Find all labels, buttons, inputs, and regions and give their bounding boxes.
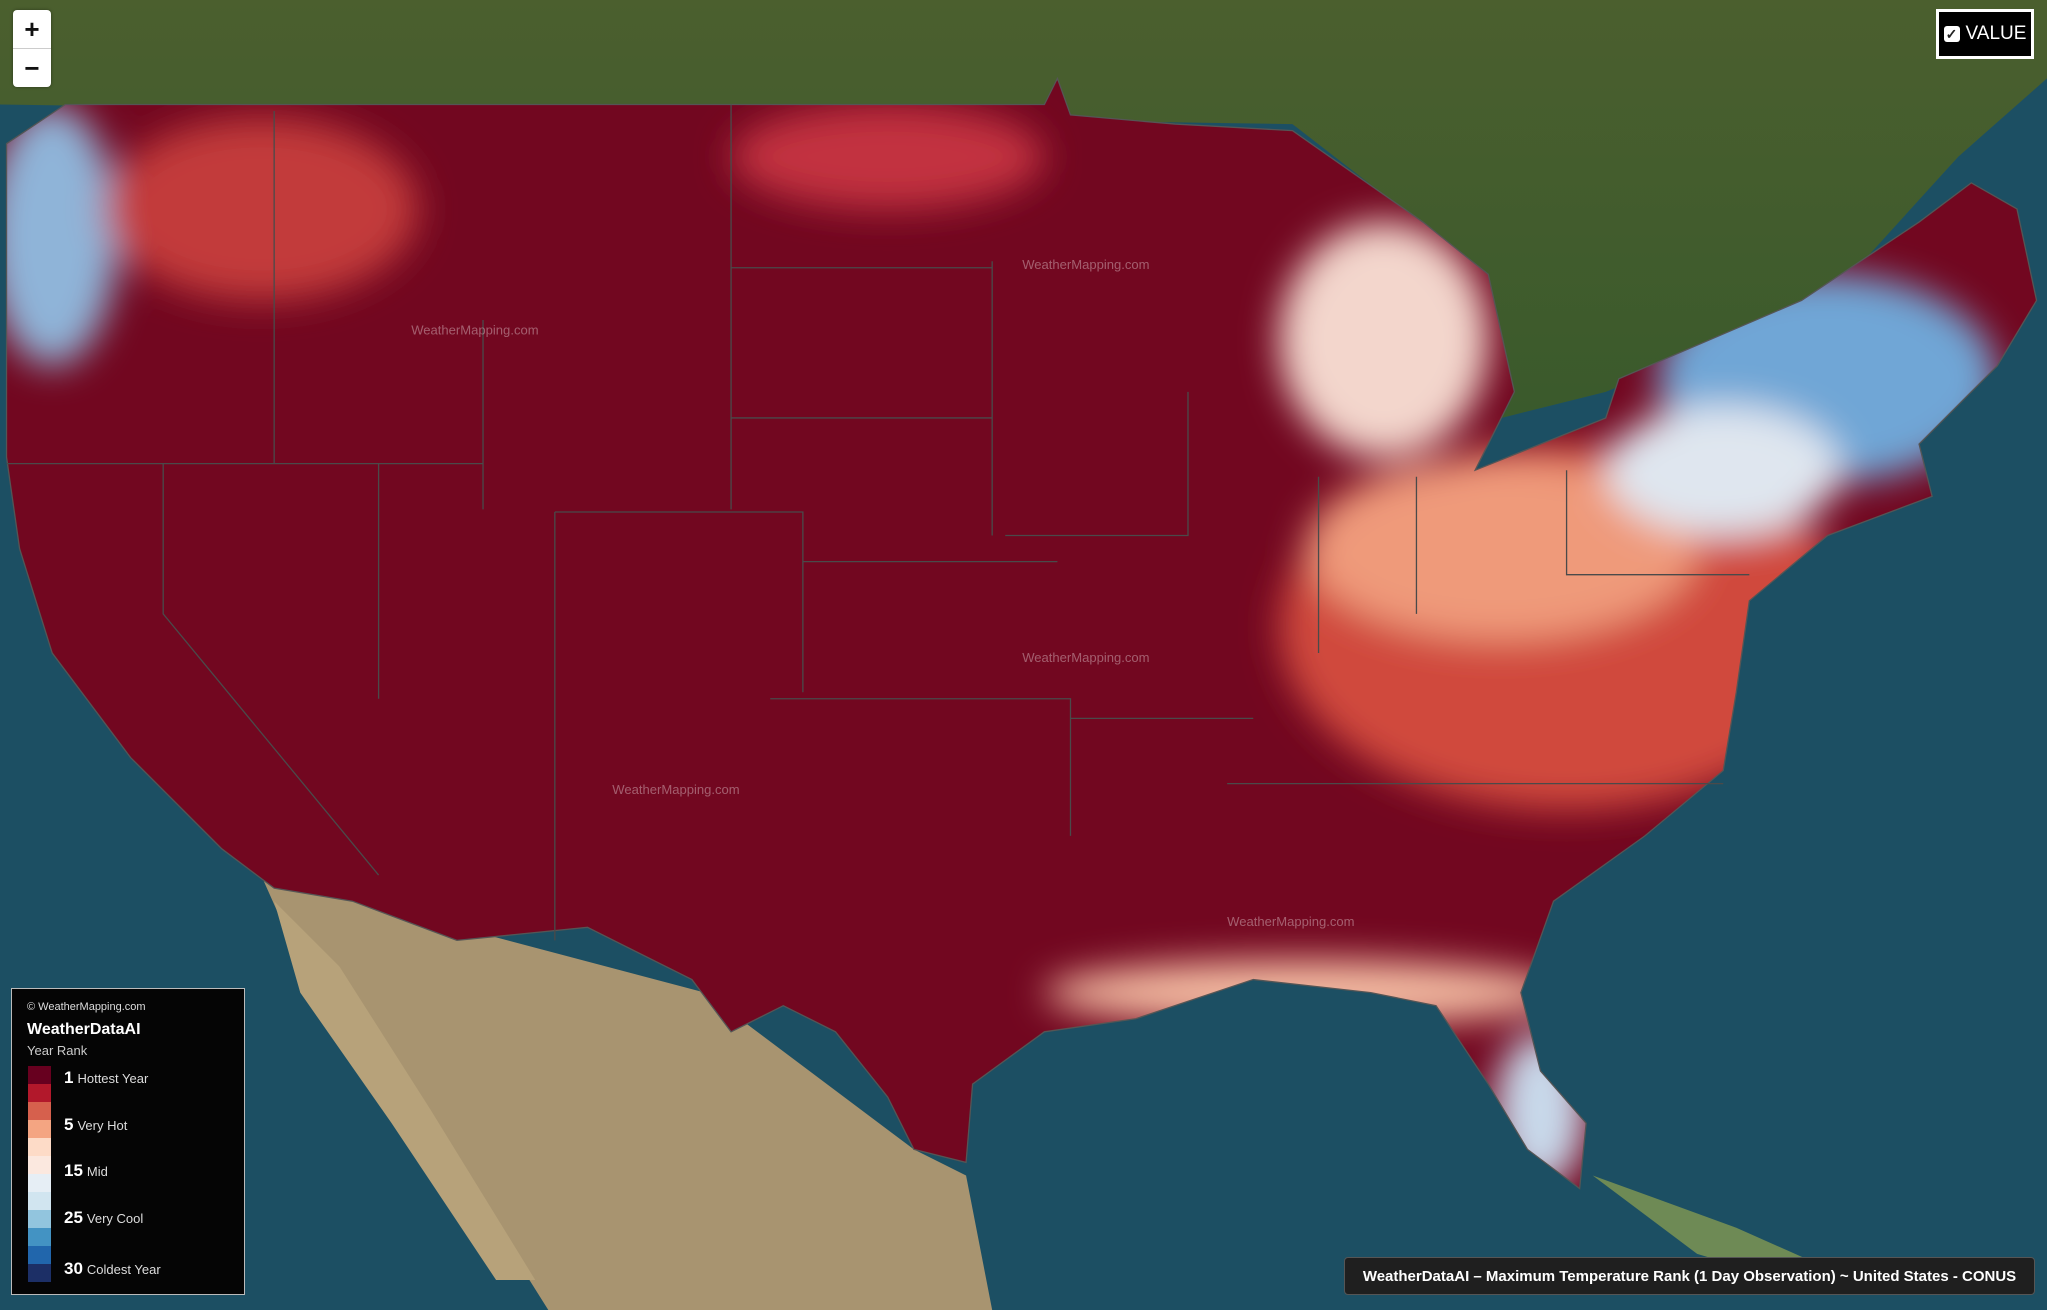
legend: © WeatherMapping.com WeatherDataAI Year … <box>11 988 245 1295</box>
cool-pnw <box>6 104 118 366</box>
legend-swatch <box>28 1192 51 1210</box>
warm-north <box>731 104 1045 209</box>
legend-copyright: © WeatherMapping.com <box>27 1001 146 1013</box>
legend-entry: 1 Hottest Year <box>64 1068 149 1087</box>
watermark: WeatherMapping.com <box>1022 650 1149 665</box>
legend-entry: 30 Coldest Year <box>64 1259 161 1278</box>
zoom-in-button[interactable]: + <box>13 10 51 49</box>
legend-entry: 25 Very Cool <box>64 1208 144 1227</box>
legend-entry: 5 Very Hot <box>64 1115 128 1134</box>
mexico-land <box>261 875 993 1310</box>
legend-swatch <box>28 1264 51 1282</box>
zoom-out-button[interactable]: − <box>24 52 40 83</box>
warm-northwest <box>104 117 418 301</box>
cool-great-lakes <box>1279 222 1489 458</box>
watermark: WeatherMapping.com <box>411 322 538 337</box>
legend-title: WeatherDataAI <box>27 1021 141 1038</box>
legend-swatch <box>28 1138 51 1156</box>
warm-band-ohio <box>1305 457 1698 640</box>
legend-swatch <box>28 1084 51 1102</box>
zoom-control: + − <box>13 10 51 87</box>
legend-swatch <box>28 1156 51 1174</box>
legend-entry: 15 Mid <box>64 1161 108 1180</box>
watermark: WeatherMapping.com <box>1022 257 1149 272</box>
legend-swatch <box>28 1228 51 1246</box>
legend-color-ramp <box>28 1066 51 1282</box>
legend-swatch <box>28 1210 51 1228</box>
legend-swatch <box>28 1102 51 1120</box>
state-borders <box>6 104 1750 941</box>
legend-swatch <box>28 1174 51 1192</box>
mid-northeast <box>1605 404 1841 536</box>
legend-subtitle: Year Rank <box>27 1043 88 1058</box>
checkbox-checked-icon[interactable]: ✓ <box>1943 26 1960 42</box>
legend-swatch <box>28 1066 51 1084</box>
legend-swatch <box>28 1246 51 1264</box>
watermark: WeatherMapping.com <box>1227 914 1354 929</box>
value-toggle[interactable]: ✓ VALUE <box>1936 9 2034 59</box>
value-toggle-label: VALUE <box>1965 23 2027 44</box>
watermark: WeatherMapping.com <box>612 782 739 797</box>
baja-land <box>274 901 536 1280</box>
legend-swatch <box>28 1120 51 1138</box>
map-caption: WeatherDataAI – Maximum Temperature Rank… <box>1344 1257 2035 1295</box>
